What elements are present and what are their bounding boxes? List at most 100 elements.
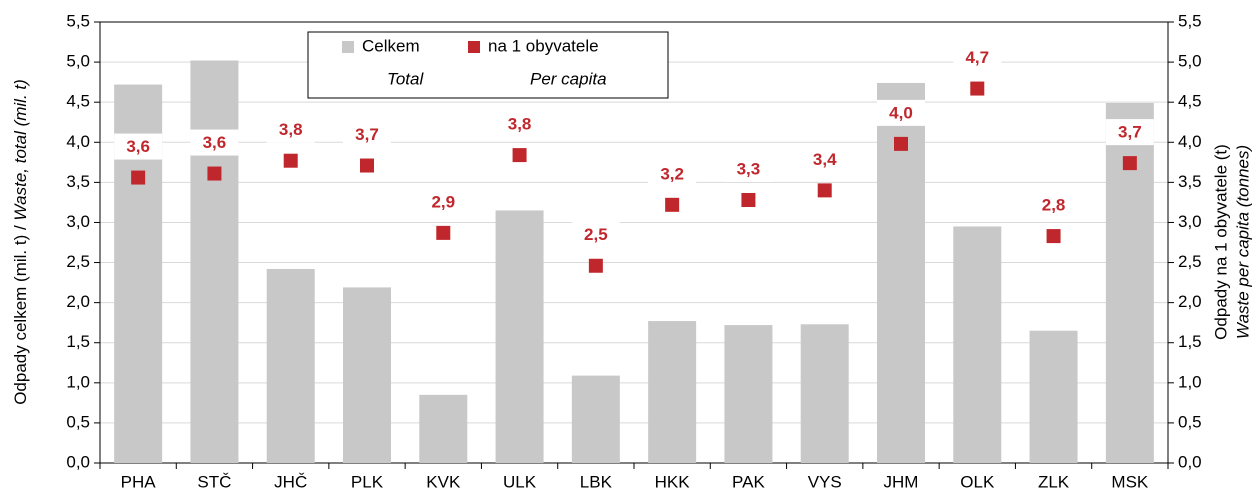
value-label: 3,7 — [1118, 123, 1142, 142]
bar — [190, 60, 239, 463]
value-label-bg — [1029, 192, 1078, 219]
y2-tick-label: 0,5 — [1178, 412, 1202, 431]
x-tick-label: HKK — [655, 472, 691, 491]
point — [894, 136, 908, 151]
value-label-bg — [114, 133, 163, 160]
y-tick-label: 3,5 — [66, 172, 90, 191]
y-tick-label: 2,0 — [66, 292, 90, 311]
value-label: 3,3 — [737, 159, 761, 178]
bar — [724, 325, 773, 463]
bar — [266, 268, 315, 463]
point — [817, 183, 832, 198]
x-tick-label: ZLK — [1038, 472, 1070, 491]
y-tick-label: 2,5 — [66, 252, 90, 271]
point — [665, 197, 680, 212]
y2-tick-label: 4,5 — [1178, 92, 1202, 111]
x-tick-label: VYS — [808, 472, 842, 491]
y-axis-label-cz: Odpady celkem (mil. t) / — [11, 221, 30, 405]
value-label-bg — [1105, 119, 1154, 146]
point — [512, 148, 527, 163]
y2-tick-label: 2,5 — [1178, 252, 1202, 271]
value-label-bg — [648, 160, 697, 187]
y-tick-label: 1,5 — [66, 332, 90, 351]
bar — [953, 226, 1002, 463]
value-label: 3,6 — [203, 133, 227, 152]
x-tick-label: JHČ — [274, 472, 307, 491]
legend-box — [307, 31, 669, 99]
value-label: 3,4 — [813, 150, 837, 169]
value-label-bg — [953, 44, 1002, 71]
bar — [495, 210, 544, 463]
point — [436, 225, 451, 240]
y2-tick-label: 5,5 — [1178, 11, 1202, 30]
value-label-bg — [800, 146, 849, 173]
y2-tick-label: 1,5 — [1178, 332, 1202, 351]
x-tick-label: MSK — [1111, 472, 1149, 491]
bar — [1029, 330, 1078, 463]
y-tick-label: 4,0 — [66, 132, 90, 151]
y2-axis-label: Odpady na 1 obyvatele (t) — [1211, 144, 1230, 340]
point — [588, 258, 603, 273]
value-label-bg — [343, 121, 391, 148]
y-tick-label: 0,5 — [66, 412, 90, 431]
value-label-bg — [877, 99, 925, 126]
y-tick-label: 0,0 — [66, 452, 90, 471]
value-label: 4,0 — [889, 103, 913, 122]
y-axis-label: Odpady celkem (mil. t) / Waste, total (m… — [11, 79, 30, 405]
x-tick-label: PAK — [732, 472, 765, 491]
point — [1046, 229, 1061, 244]
point — [1122, 156, 1137, 171]
legend-swatch — [468, 41, 480, 53]
bar — [419, 394, 468, 463]
value-label: 3,7 — [355, 125, 379, 144]
value-label: 3,8 — [508, 115, 532, 134]
y2-tick-label: 2,0 — [1178, 292, 1202, 311]
value-label-bg — [571, 221, 620, 248]
x-tick-label: ULK — [503, 472, 537, 491]
x-tick-label: LBK — [580, 472, 613, 491]
y2-tick-label: 4,0 — [1178, 132, 1202, 151]
y-tick-label: 5,0 — [66, 52, 90, 71]
y-tick-label: 5,5 — [66, 11, 90, 30]
legend-label: na 1 obyvatele — [488, 36, 599, 55]
value-label: 4,7 — [965, 48, 989, 67]
y-axis-label-en: Waste, total (mil. t) — [11, 79, 30, 220]
point — [970, 81, 985, 96]
value-label: 2,5 — [584, 225, 608, 244]
bar — [343, 287, 391, 463]
bar — [648, 321, 697, 463]
value-label-bg — [724, 156, 773, 183]
legend-label-en: Total — [387, 69, 424, 88]
y2-tick-label: 0,0 — [1178, 452, 1202, 471]
point — [131, 170, 146, 185]
y-tick-label: 1,0 — [66, 372, 90, 391]
y2-tick-label: 3,5 — [1178, 172, 1202, 191]
value-label-bg — [190, 129, 239, 156]
x-tick-label: STČ — [197, 472, 231, 491]
legend-label-en: Per capita — [530, 69, 607, 88]
value-label: 3,8 — [279, 120, 303, 139]
value-label: 2,9 — [431, 192, 455, 211]
value-label: 3,2 — [660, 164, 684, 183]
legend-label: Celkem — [362, 36, 420, 55]
y2-tick-label: 1,0 — [1178, 372, 1202, 391]
x-tick-label: PLK — [351, 472, 384, 491]
y-tick-label: 3,0 — [66, 212, 90, 231]
y2-axis-label-en: Waste per capita (tonnes) — [1233, 145, 1252, 339]
y2-tick-label: 5,0 — [1178, 52, 1202, 71]
x-tick-label: PHA — [121, 472, 157, 491]
x-tick-label: JHM — [884, 472, 919, 491]
point — [741, 193, 756, 208]
value-label: 2,8 — [1042, 196, 1066, 215]
point — [283, 153, 298, 168]
legend-swatch — [342, 41, 354, 53]
value-label-bg — [495, 111, 544, 138]
y-tick-label: 4,5 — [66, 92, 90, 111]
point — [207, 166, 222, 181]
x-tick-label: KVK — [426, 472, 461, 491]
x-tick-label: OLK — [960, 472, 995, 491]
y2-tick-label: 3,0 — [1178, 212, 1202, 231]
bar — [800, 324, 849, 463]
value-label-bg — [266, 116, 315, 143]
